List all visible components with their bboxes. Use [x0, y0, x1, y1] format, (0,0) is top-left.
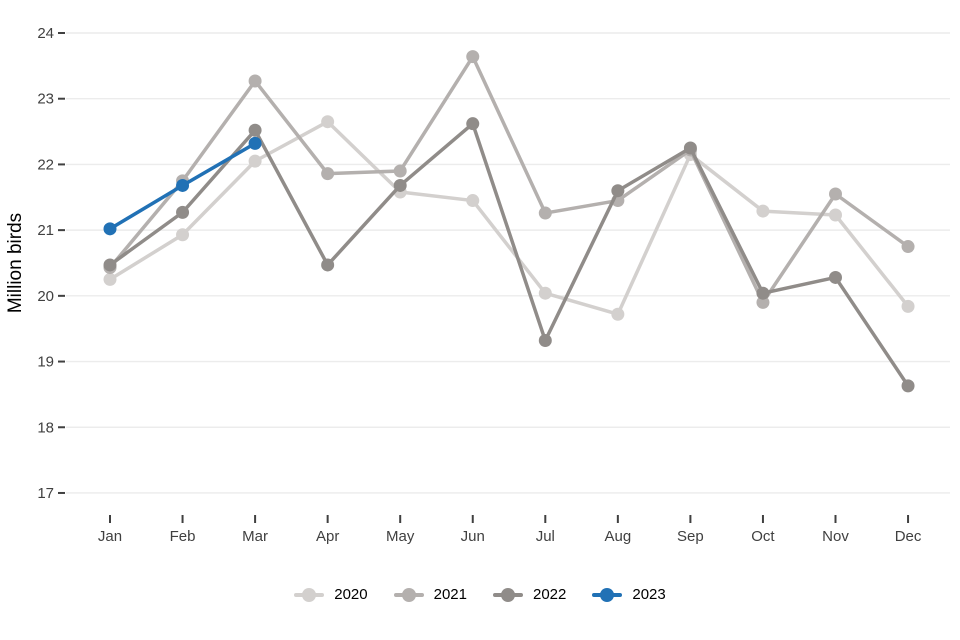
x-tick-label-Aug: Aug	[604, 528, 631, 545]
x-tick-label-Jun: Jun	[461, 528, 485, 545]
x-tick-label-Oct: Oct	[751, 528, 775, 545]
x-tick-label-Jan: Jan	[98, 528, 122, 545]
data-point-2021-Apr	[321, 167, 335, 181]
data-point-2022-Aug	[611, 184, 625, 198]
y-tick-label-21: 21	[37, 222, 54, 239]
data-point-2022-Nov	[829, 270, 842, 284]
data-point-2021-Nov	[829, 187, 842, 201]
chart-plot-area: 17 18 19 20 21 22 23 24 Jan Feb Mar Apr May Jun Jul Aug…	[5, 25, 950, 545]
data-point-2020-Nov	[829, 208, 842, 222]
x-tick-label-Dec: Dec	[895, 528, 922, 545]
legend-marker-icon-2021	[393, 587, 424, 603]
data-point-2020-Jul	[538, 286, 552, 300]
series-line-2020	[108, 119, 910, 316]
data-point-2020-Feb	[176, 228, 190, 242]
y-tick-label-24: 24	[37, 25, 54, 42]
data-point-2020-Apr	[321, 115, 335, 129]
data-point-2021-Mar	[248, 74, 262, 88]
data-point-2021-Jul	[538, 206, 552, 220]
chart-legend: 2020 2021 2022 2023	[0, 586, 960, 603]
y-tick-label-22: 22	[37, 156, 54, 173]
data-point-2022-Sep	[683, 141, 697, 155]
x-tick-label-Apr: Apr	[316, 528, 339, 545]
legend-label-2020: 2020	[334, 586, 368, 603]
x-tick-label-Sep: Sep	[677, 528, 704, 545]
legend-item-2023: 2023	[592, 586, 666, 603]
y-axis-title: Million birds	[5, 213, 26, 313]
y-tick-label-17: 17	[37, 485, 54, 502]
data-point-2022-Feb	[176, 205, 190, 219]
x-tick-label-May: May	[386, 528, 415, 545]
series-layer	[103, 50, 915, 393]
x-tick-label-Mar: Mar	[242, 528, 268, 545]
data-point-2022-Jan	[103, 258, 117, 272]
data-point-2022-May	[393, 178, 407, 192]
x-tick-label-Feb: Feb	[170, 528, 196, 545]
legend-item-2020: 2020	[294, 586, 368, 603]
series-line-2021	[108, 54, 910, 305]
data-point-2023-Mar	[248, 136, 262, 150]
data-point-2020-Aug	[611, 307, 625, 321]
data-point-2020-Mar	[248, 154, 262, 168]
legend-label-2023: 2023	[632, 586, 666, 603]
series-line-2022	[108, 121, 910, 388]
legend-label-2022: 2022	[533, 586, 567, 603]
data-point-2022-Oct	[756, 286, 770, 300]
data-point-2021-Jun	[466, 50, 480, 64]
data-point-2021-Oct	[756, 295, 770, 309]
data-point-2022-Jun	[466, 117, 480, 131]
data-point-2023-Feb	[176, 178, 190, 192]
data-point-2020-Dec	[901, 299, 915, 313]
data-point-2022-Jul	[538, 334, 552, 348]
y-tick-label-23: 23	[37, 91, 54, 108]
data-point-2021-Dec	[901, 240, 915, 254]
axes: 17 18 19 20 21 22 23 24 Jan Feb Mar Apr May Jun Jul Aug…	[37, 25, 922, 545]
legend-marker-icon-2023	[592, 587, 623, 603]
data-point-2020-Jun	[466, 194, 480, 208]
x-tick-label-Nov: Nov	[822, 528, 849, 545]
legend-label-2021: 2021	[433, 586, 467, 603]
legend-item-2021: 2021	[393, 586, 467, 603]
y-tick-label-20: 20	[37, 288, 54, 305]
y-tick-label-19: 19	[37, 354, 54, 371]
legend-marker-icon-2020	[294, 587, 325, 603]
data-point-2022-Mar	[248, 123, 262, 137]
data-point-2020-Jan	[103, 272, 117, 286]
data-point-2022-Apr	[321, 258, 335, 272]
y-tick-label-18: 18	[37, 419, 54, 436]
legend-item-2022: 2022	[493, 586, 566, 603]
data-point-2022-Dec	[901, 379, 915, 393]
data-point-2023-Jan	[103, 222, 117, 236]
gridlines	[66, 32, 950, 494]
data-point-2020-Oct	[756, 204, 770, 218]
x-tick-label-Jul: Jul	[536, 528, 555, 545]
data-point-2021-May	[393, 164, 407, 178]
legend-marker-icon-2022	[493, 587, 523, 603]
